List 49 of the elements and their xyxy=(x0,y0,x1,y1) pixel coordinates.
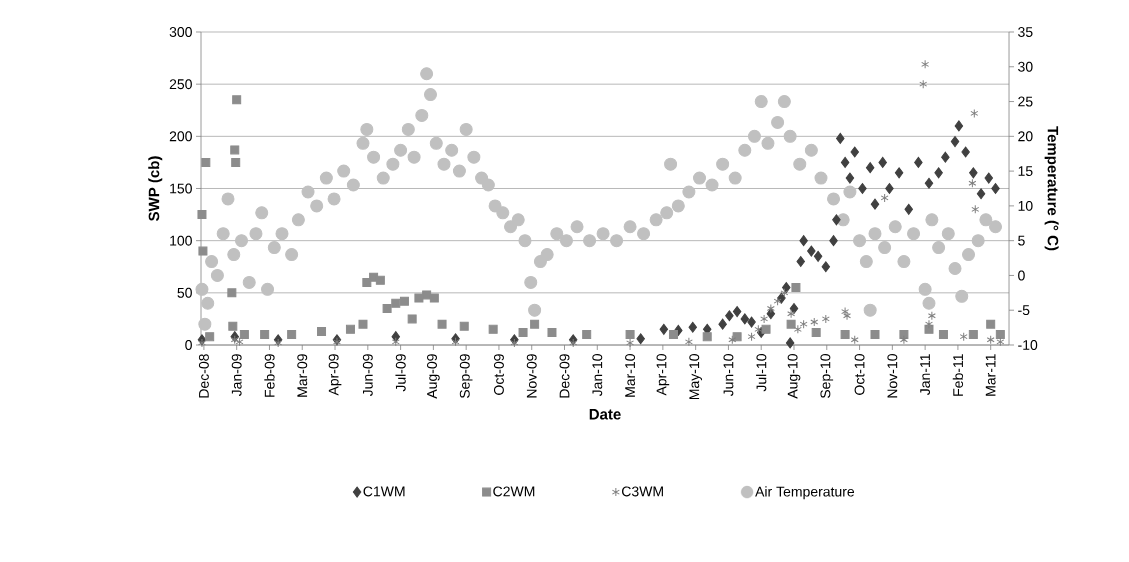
x-tick-label: Oct-10 xyxy=(854,354,865,395)
y-tick-label: 100 xyxy=(170,235,192,246)
y-tick-label: 50 xyxy=(177,287,192,298)
x-tick-label: Oct-09 xyxy=(493,354,504,395)
x-tick-label: Nov-09 xyxy=(526,354,537,398)
x-tick-label: Jul-09 xyxy=(395,354,406,392)
y2-tick-label: -10 xyxy=(1018,340,1038,350)
y2-axis-title: Temperature (° C) xyxy=(1044,126,1059,251)
x-tick-label: Dec-09 xyxy=(559,354,570,398)
x-tick-label: Nov-10 xyxy=(887,354,898,398)
y-tick-label: 250 xyxy=(169,79,192,90)
y2-tick-label: 5 xyxy=(1018,235,1025,246)
x-tick-label: Jan-11 xyxy=(920,354,931,396)
x-tick-label: Mar-11 xyxy=(985,354,996,396)
y2-tick-label: -5 xyxy=(1018,305,1030,316)
x-tick-label: Jul-10 xyxy=(756,354,767,392)
legend-label: C2WM xyxy=(493,486,535,497)
x-tick-label: Aug-09 xyxy=(427,354,440,399)
x-tick-label: Mar-09 xyxy=(297,354,308,397)
x-tick-label: Jun-10 xyxy=(723,354,734,397)
y-tick-label: 0 xyxy=(185,340,192,350)
x-tick-label: Apr-10 xyxy=(656,354,670,396)
y-tick-label: 200 xyxy=(169,131,192,142)
y2-tick-label: 15 xyxy=(1018,166,1033,176)
x-tick-label: Mar-10 xyxy=(625,354,636,397)
y2-tick-label: 0 xyxy=(1018,270,1025,281)
x-tick-label: Apr-09 xyxy=(328,354,342,396)
x-tick-label: Aug-10 xyxy=(787,354,801,399)
y2-tick-label: 35 xyxy=(1018,27,1033,37)
x-tick-label: Jun-09 xyxy=(362,354,373,397)
y2-tick-label: 30 xyxy=(1018,61,1033,72)
legend-label: C1WM xyxy=(363,486,405,497)
x-tick-label: Feb-09 xyxy=(264,354,275,397)
y-axis-title: SWP (cb) xyxy=(148,156,163,221)
legend-label: C3WM xyxy=(622,486,663,497)
y2-tick-label: 20 xyxy=(1018,131,1033,142)
x-tick-label: Sep-10 xyxy=(820,354,834,399)
x-tick-label: May-10 xyxy=(689,354,702,400)
y2-tick-label: 10 xyxy=(1018,200,1033,211)
y2-tick-label: 25 xyxy=(1018,96,1033,107)
y-tick-label: 300 xyxy=(169,27,192,37)
x-axis-title: Date xyxy=(589,409,621,420)
x-tick-label: Jan-10 xyxy=(592,354,603,397)
x-tick-label: Sep-09 xyxy=(459,354,473,399)
legend-label: Air Temperature xyxy=(755,486,855,500)
x-tick-label: Feb-11 xyxy=(952,354,964,396)
x-tick-label: Jan-09 xyxy=(231,354,242,397)
y-tick-label: 150 xyxy=(170,183,192,194)
x-tick-label: Dec-08 xyxy=(198,354,209,398)
